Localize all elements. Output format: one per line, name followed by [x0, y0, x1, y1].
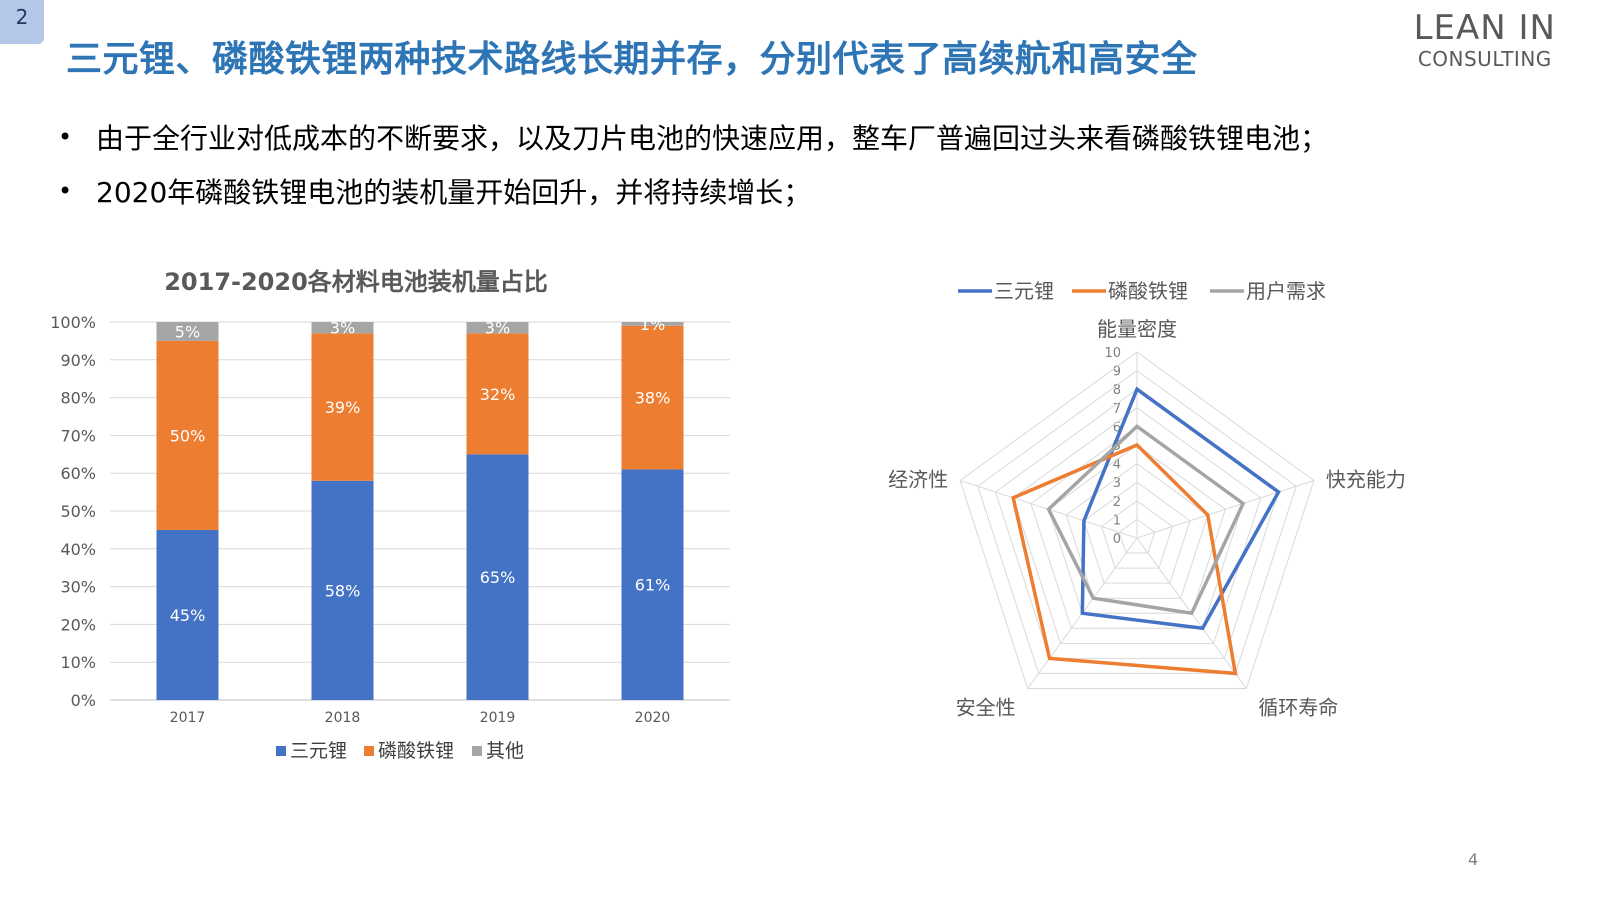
- data-label: 65%: [480, 568, 516, 587]
- radar-axis-label: 经济性: [888, 468, 948, 492]
- bar-segment: [311, 333, 374, 481]
- bar-segment: [156, 529, 219, 700]
- x-tick-label: 2019: [480, 710, 516, 726]
- radar-grid-ring: [1083, 481, 1191, 584]
- radar-tick-label: 8: [1113, 383, 1121, 398]
- legend-label: 其他: [486, 740, 524, 762]
- radar-axis-label: 能量密度: [1097, 317, 1177, 341]
- legend-swatch: [276, 746, 286, 756]
- radar-tick-label: 7: [1113, 402, 1121, 417]
- bullet-text: 由于全行业对低成本的不断要求，以及刀片电池的快速应用，整车厂普遍回过头来看磷酸铁…: [96, 122, 1329, 155]
- legend-label: 三元锂: [290, 740, 347, 762]
- radar-axis-label: 安全性: [956, 695, 1016, 719]
- bar-segment: [311, 322, 374, 334]
- bullet-dot: •: [58, 177, 73, 205]
- bullet-item: • 2020年磷酸铁锂电池的装机量开始回升，并将持续增长；: [58, 164, 1328, 218]
- slide-number-badge: 2: [0, 0, 44, 44]
- y-tick-label: 90%: [60, 351, 96, 370]
- legend-label: 三元锂: [994, 279, 1054, 303]
- radar-series-line: [1080, 386, 1281, 631]
- y-tick-label: 10%: [60, 653, 96, 672]
- data-label: 3%: [330, 319, 355, 338]
- data-label: 3%: [485, 319, 510, 338]
- logo-line-1: LEAN IN: [1413, 8, 1556, 48]
- y-tick-label: 20%: [60, 615, 96, 634]
- radar-series-line: [1011, 442, 1238, 676]
- bar-segment: [156, 322, 219, 341]
- data-label: 58%: [325, 581, 361, 600]
- data-label: 50%: [170, 426, 206, 445]
- radar-tick-label: 0: [1113, 532, 1121, 547]
- bullet-text: 2020年磷酸铁锂电池的装机量开始回升，并将持续增长；: [96, 176, 812, 209]
- bar-segment: [621, 322, 684, 326]
- data-label: 39%: [325, 398, 361, 417]
- y-tick-label: 30%: [60, 578, 96, 597]
- y-tick-label: 80%: [60, 389, 96, 408]
- data-label: 5%: [175, 322, 200, 341]
- company-logo: LEAN IN CONSULTING: [1414, 8, 1556, 70]
- stacked-bar-chart: 2017-2020各材料电池装机量占比 0% 10% 20% 30% 40% 50% 60% 7…: [50, 268, 730, 762]
- bar-segment: [621, 325, 684, 470]
- data-label: 38%: [635, 389, 671, 408]
- radar-grid-ring: [1118, 518, 1156, 554]
- radar-tick-label: 4: [1113, 458, 1121, 473]
- radar-tick-label: 9: [1113, 365, 1121, 380]
- bullet-dot: •: [58, 123, 73, 151]
- legend-label: 用户需求: [1246, 279, 1326, 303]
- radar-grid-ring: [959, 351, 1315, 689]
- radar-tick-label: 2: [1113, 495, 1121, 510]
- page-number: 4: [1468, 850, 1479, 869]
- radar-spoke: [1136, 480, 1315, 539]
- y-tick-label: 100%: [50, 313, 96, 332]
- legend-label: 磷酸铁锂: [378, 740, 454, 762]
- y-tick-label: 0%: [71, 691, 96, 710]
- logo-line-2: CONSULTING: [1417, 47, 1552, 71]
- bar-segment: [156, 340, 219, 530]
- bar-segment: [621, 469, 684, 700]
- bullet-list: • 由于全行业对低成本的不断要求，以及刀片电池的快速应用，整车厂普遍回过头来看磷…: [58, 110, 1328, 218]
- chart-title: 2017-2020各材料电池装机量占比: [164, 268, 548, 296]
- y-tick-label: 40%: [60, 540, 96, 559]
- radar-tick-label: 3: [1113, 476, 1121, 491]
- radar-tick-label: 10: [1104, 346, 1121, 361]
- radar-tick-label: 6: [1113, 420, 1121, 435]
- legend-swatch: [472, 746, 482, 756]
- bar-segment: [466, 333, 529, 455]
- bar-segment: [466, 454, 529, 700]
- data-label: 45%: [170, 606, 206, 625]
- legend-label: 磷酸铁锂: [1108, 279, 1188, 303]
- bar-segment: [311, 480, 374, 700]
- bullet-item: • 由于全行业对低成本的不断要求，以及刀片电池的快速应用，整车厂普遍回过头来看磷…: [58, 110, 1328, 164]
- y-tick-label: 60%: [60, 464, 96, 483]
- x-tick-label: 2018: [325, 710, 361, 726]
- radar-grid-ring: [977, 369, 1297, 674]
- bar-segment: [466, 322, 529, 334]
- slide-title: 三元锂、磷酸铁锂两种技术路线长期并存，分别代表了高续航和高安全: [66, 39, 1198, 80]
- radar-grid-ring: [1012, 407, 1262, 644]
- y-tick-label: 70%: [60, 426, 96, 445]
- legend-swatch: [364, 746, 374, 756]
- radar-axis-label: 快充能力: [1326, 468, 1406, 492]
- data-label: 1%: [640, 315, 665, 334]
- x-tick-label: 2017: [170, 710, 206, 726]
- x-tick-label: 2020: [635, 710, 671, 726]
- y-tick-label: 50%: [60, 502, 96, 521]
- data-label: 61%: [635, 576, 671, 595]
- radar-grid-ring: [1065, 462, 1209, 599]
- radar-axis-label: 循环寿命: [1258, 695, 1338, 719]
- radar-series-line: [1046, 424, 1246, 616]
- radar-tick-label: 1: [1113, 513, 1121, 528]
- radar-grid-ring: [1101, 500, 1173, 569]
- data-label: 32%: [480, 385, 516, 404]
- radar-grid-ring: [1047, 444, 1227, 614]
